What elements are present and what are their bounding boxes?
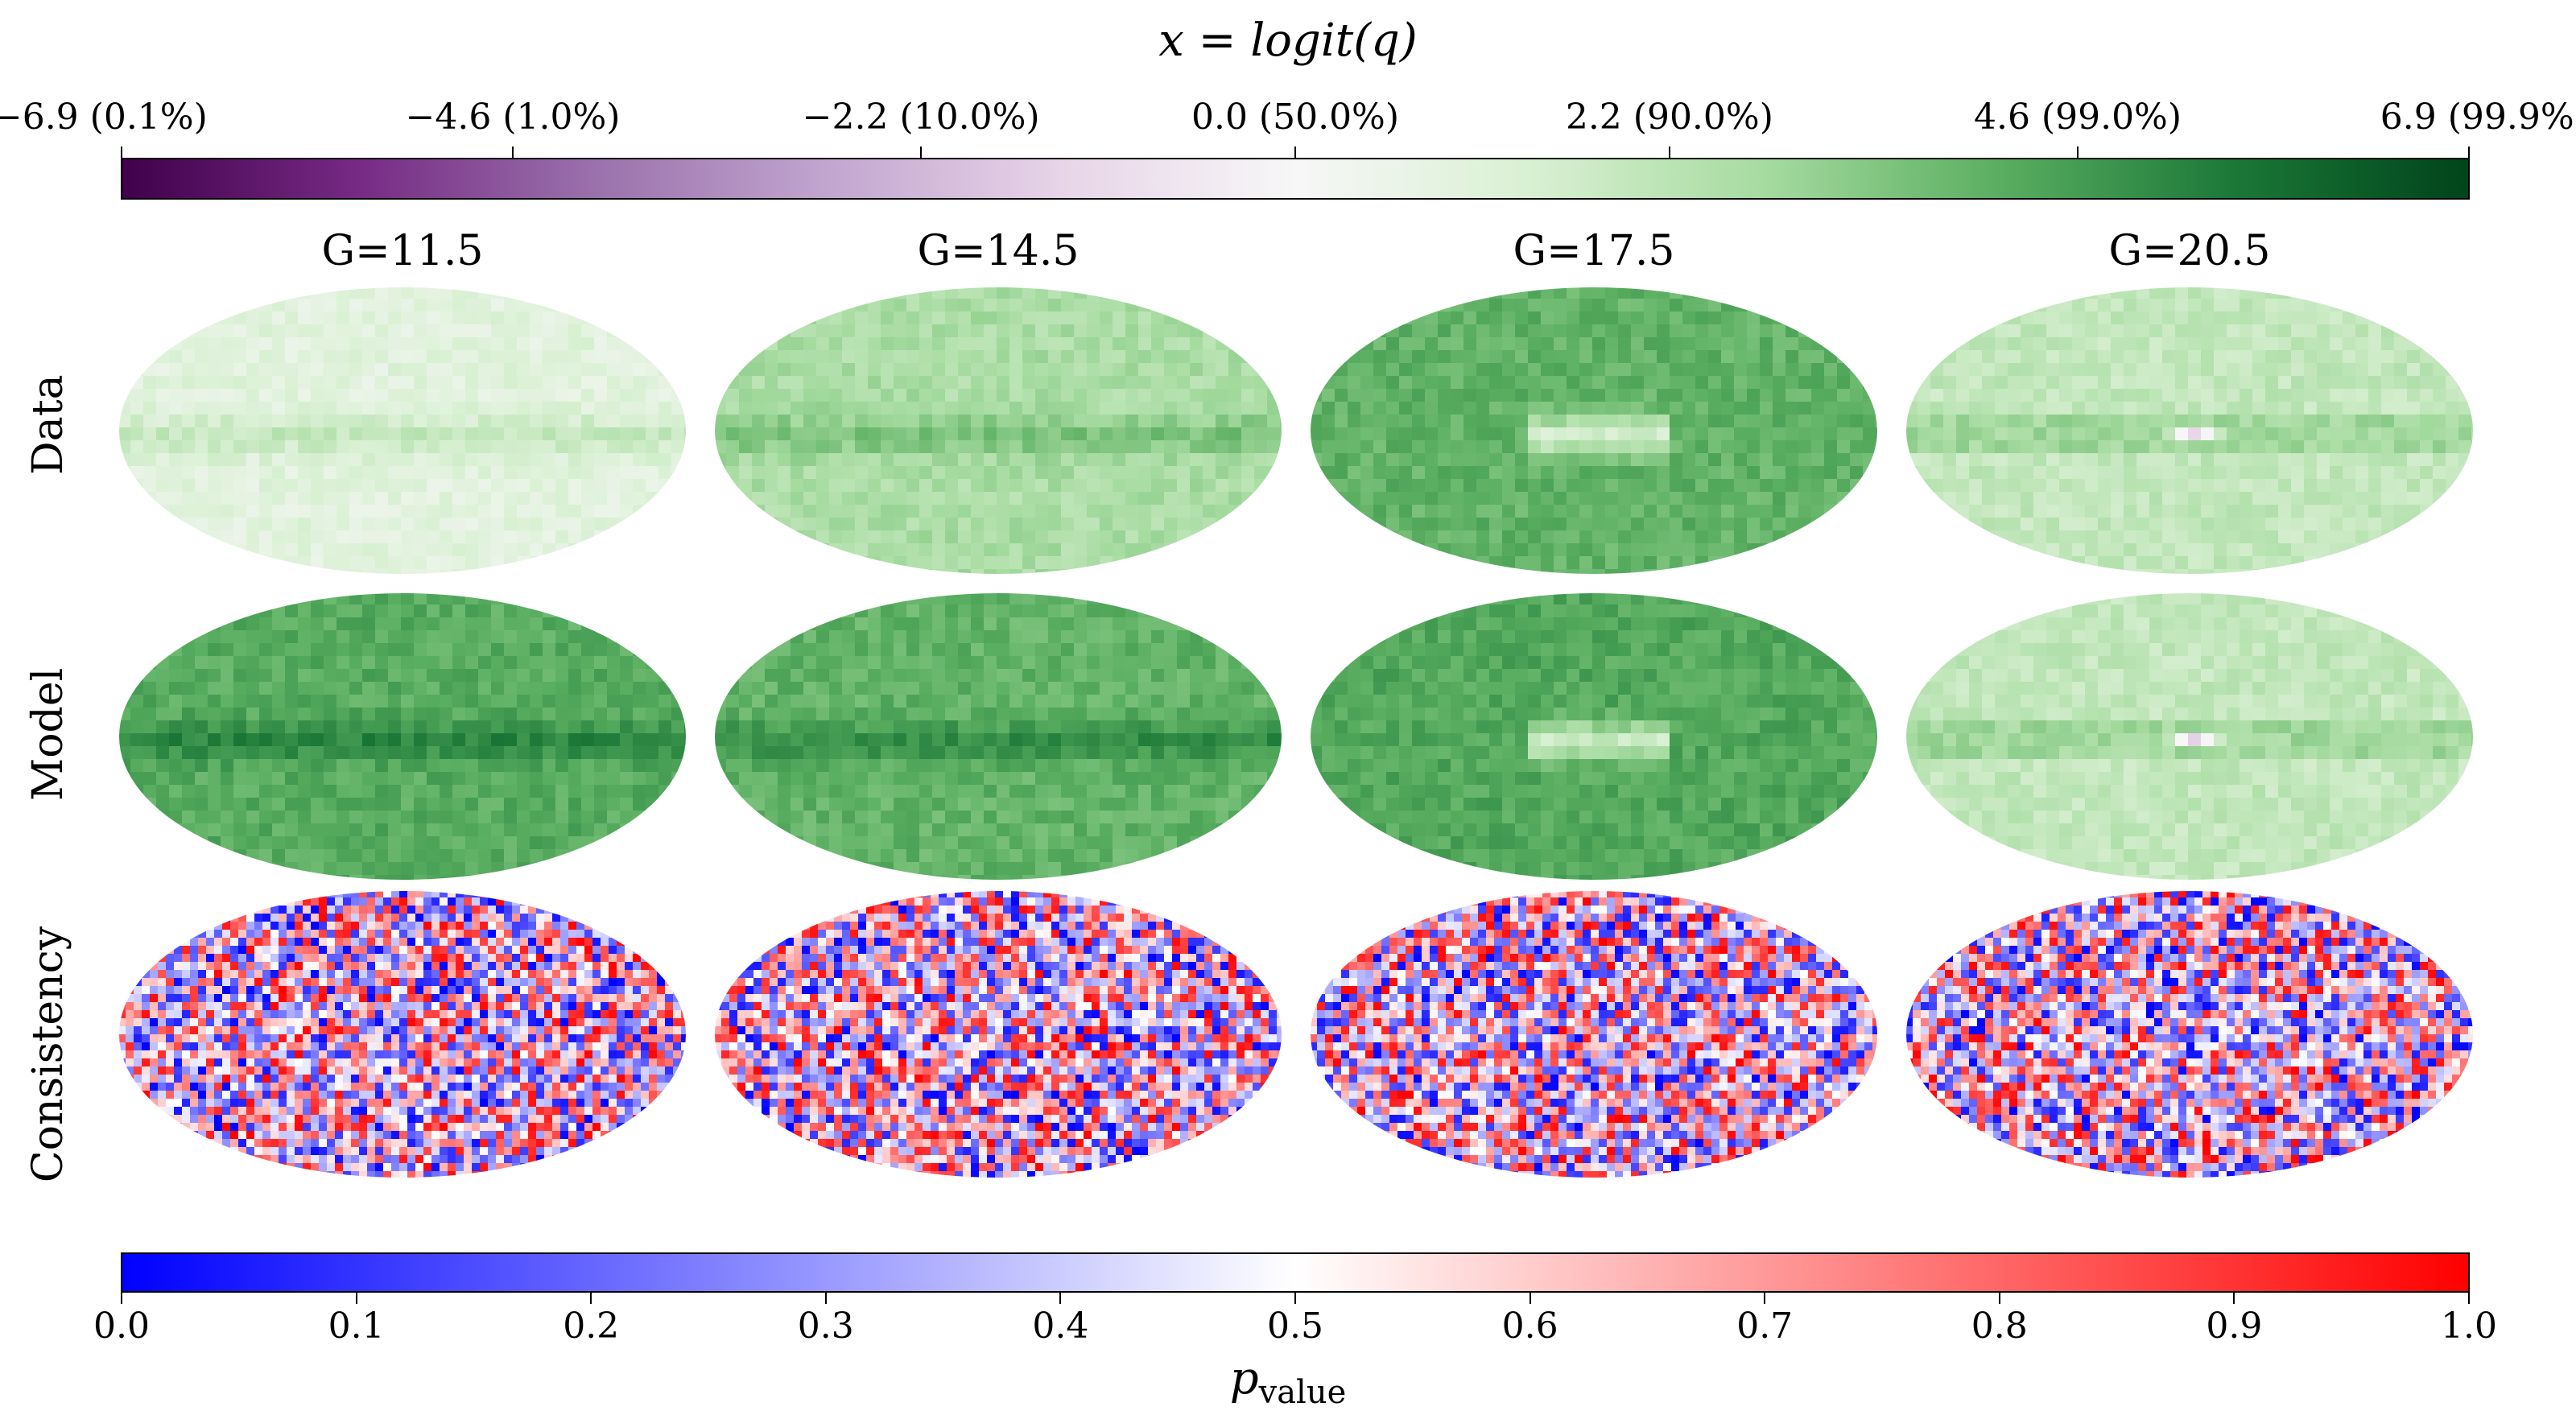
top-colorbar [121,158,2470,200]
bottom-tick-mark [1998,1291,2000,1304]
sky-map-data-2 [1311,287,1877,574]
bottom-tick-label: 0.6 [1501,1306,1558,1347]
pvalue-subscript: value [1258,1374,1347,1411]
column-title-g11: G=11.5 [321,227,484,275]
bottom-tick-label: 0.5 [1267,1306,1323,1347]
top-tick-mark [2468,146,2470,159]
bottom-tick-label: 1.0 [2441,1306,2497,1347]
bottom-tick-label: 0.1 [328,1306,385,1347]
top-tick-label: 0.0 (50.0%) [1191,97,1400,138]
bottom-tick-label: 0.8 [1971,1306,2028,1347]
bottom-tick-label: 0.9 [2206,1306,2263,1347]
bottom-tick-label: 0.2 [563,1306,620,1347]
bottom-tick-mark [121,1291,122,1304]
bottom-tick-mark [1529,1291,1531,1304]
bottom-colorbar [121,1252,2470,1293]
top-tick-mark [512,146,514,159]
pvalue-symbol: p [1229,1352,1259,1405]
top-tick-label: −6.9 (0.1%) [0,97,208,138]
top-tick-label: −4.6 (1.0%) [405,97,621,138]
top-tick-mark [2077,146,2079,159]
bottom-tick-label: 0.7 [1736,1306,1794,1347]
sky-map-data-3 [1906,287,2473,574]
row-label-model: Model [24,667,72,801]
sky-map-model-2 [1311,593,1877,880]
sky-map-data-0 [119,287,686,574]
bottom-tick-mark [1294,1291,1296,1304]
sky-map-consistency-0 [119,891,686,1178]
top-tick-mark [1294,146,1296,159]
bottom-tick-mark [355,1291,357,1304]
sky-map-data-1 [715,287,1282,574]
bottom-tick-label: 0.3 [797,1306,854,1347]
bottom-tick-mark [1764,1291,1766,1304]
sky-map-consistency-2 [1311,891,1877,1178]
row-label-consistency: Consistency [24,926,72,1183]
top-tick-label: 6.9 (99.9%) [2380,97,2576,138]
top-tick-label: 4.6 (99.0%) [1973,97,2182,138]
sky-map-model-3 [1906,593,2473,880]
column-title-g20: G=20.5 [2108,227,2271,275]
sky-map-consistency-3 [1906,891,2473,1178]
sky-map-model-0 [119,593,686,880]
bottom-tick-mark [2468,1291,2470,1304]
bottom-tick-mark [1059,1291,1062,1304]
bottom-tick-mark [590,1291,592,1304]
sky-map-consistency-1 [715,891,1282,1178]
bottom-tick-label: 0.4 [1032,1306,1089,1347]
top-tick-mark [920,146,923,159]
bottom-colorbar-label: pvalue [0,1352,2576,1411]
column-title-g14: G=14.5 [917,227,1080,275]
bottom-tick-mark [824,1291,827,1304]
top-tick-label: −2.2 (10.0%) [802,97,1040,138]
sky-map-model-1 [715,593,1282,880]
top-tick-mark [1668,146,1670,159]
top-tick-mark [121,146,122,159]
bottom-tick-mark [2233,1291,2235,1304]
bottom-tick-label: 0.0 [93,1306,150,1347]
figure-title: x = logit(q) [1158,14,1418,67]
top-tick-label: 2.2 (90.0%) [1565,97,1773,138]
row-label-data: Data [24,374,72,475]
column-title-g17: G=17.5 [1513,227,1675,275]
